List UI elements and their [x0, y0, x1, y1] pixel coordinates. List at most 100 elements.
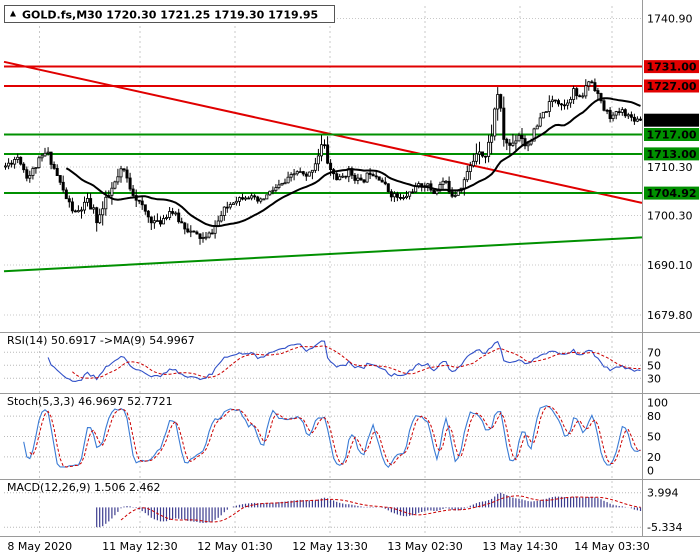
candle-bear: [240, 197, 244, 200]
candle-bull: [620, 109, 624, 113]
time-scale[interactable]: 8 May 2020 11 May 12:30 12 May 01:30 12 May…: [7, 540, 649, 553]
candle-bear: [192, 230, 196, 233]
candle-bear: [383, 181, 387, 185]
stoch-scale-label: 100: [647, 396, 668, 409]
candle-bull: [80, 209, 84, 212]
candle-bull: [201, 237, 205, 239]
candle-bear: [617, 111, 621, 113]
candle-bear: [25, 169, 29, 179]
candle-bear: [322, 144, 326, 147]
macd-scale-label: 3.994: [647, 487, 679, 500]
candle-bear: [602, 100, 606, 111]
candle-bear: [499, 94, 503, 109]
stoch-scale-label: 50: [647, 431, 661, 444]
candle-bull: [237, 197, 241, 202]
candle-bull: [338, 176, 342, 181]
candle-bull: [581, 95, 585, 98]
candle-bull: [113, 181, 117, 189]
candle-bear: [146, 210, 150, 218]
last-price-badge-text: 1719.95: [646, 114, 696, 127]
resistance-1727-badge-bg[interactable]: [644, 79, 699, 93]
candle-bull: [4, 165, 8, 168]
price-scale[interactable]: 1740.90 1710.30 1700.30 1690.10 1679.80 1731.…: [644, 13, 699, 535]
candle-bull: [37, 157, 41, 169]
candle-bull: [7, 162, 11, 167]
candle-bear: [450, 191, 454, 197]
candle-bear: [432, 189, 436, 194]
panel-dividers: [0, 0, 700, 537]
candle-bull: [161, 218, 165, 225]
candle-bull: [404, 195, 408, 199]
resistance-1727-badge[interactable]: 1727.00: [644, 79, 699, 94]
candle-bear: [19, 156, 23, 165]
stoch-scale-label: 20: [647, 451, 661, 464]
candle-bull: [462, 179, 466, 189]
candle-bear: [374, 175, 378, 178]
candle-bear: [256, 196, 260, 202]
time-label: 13 May 14:30: [482, 540, 557, 553]
grid-layer: [4, 6, 642, 536]
candle-bull: [365, 172, 369, 183]
candle-bull: [86, 198, 90, 203]
support-1717-badge-bg[interactable]: [644, 128, 699, 141]
support-1704-badge-bg[interactable]: [644, 186, 699, 200]
macd-signal-line: [120, 495, 641, 523]
candle-bull: [444, 180, 448, 183]
last-price-badge: 1719.95: [644, 113, 699, 127]
candle-bear: [639, 118, 643, 121]
support-1713-badge[interactable]: 1713.00: [644, 147, 699, 161]
candle-bull: [46, 151, 50, 154]
candle-bear: [563, 104, 567, 107]
candle-bull: [104, 196, 108, 210]
candle-bull: [292, 173, 296, 176]
candle-bull: [28, 175, 32, 179]
support-1704-badge[interactable]: 1704.92: [644, 186, 699, 201]
ascending-trendline[interactable]: [3, 236, 643, 273]
candle-bull: [493, 108, 497, 137]
stoch-label: Stoch(5,3,3) 46.9697 52.7721: [7, 395, 173, 408]
resistance-1727-badge-text: 1727.00: [646, 80, 696, 93]
time-label: 13 May 02:30: [387, 540, 462, 553]
stoch-scale-label: 0: [647, 465, 654, 478]
candle-bull: [189, 230, 193, 233]
candle-bull: [313, 163, 317, 171]
candle-bear: [411, 191, 415, 194]
candle-bear: [61, 181, 65, 191]
candle-bull: [468, 165, 472, 172]
candle-bull: [456, 190, 460, 196]
candle-bull: [547, 101, 551, 112]
candle-bull: [566, 102, 570, 106]
candle-bear: [593, 82, 597, 91]
resistance-1731-badge-bg[interactable]: [644, 60, 699, 74]
rsi-scale-label: 30: [647, 372, 661, 385]
candle-bear: [362, 179, 366, 183]
time-label: 14 May 03:30: [574, 540, 649, 553]
resistance-1731-badge[interactable]: 1731.00: [644, 60, 699, 74]
candle-bull: [168, 211, 172, 218]
candle-bear: [55, 167, 59, 176]
rsi-panel: [4, 340, 642, 382]
candle-bull: [626, 114, 630, 117]
candle-bear: [131, 188, 135, 196]
candle-bull: [250, 195, 254, 199]
candle-bear: [578, 95, 582, 98]
candle-bear: [10, 162, 14, 165]
price-tick-label: 1740.90: [647, 13, 693, 26]
support-1717-badge[interactable]: 1717.00: [644, 128, 699, 142]
candle-bear: [398, 196, 402, 199]
candle-bull: [307, 171, 311, 177]
candle-bear: [599, 93, 603, 102]
support-1713-badge-bg[interactable]: [644, 147, 699, 161]
macd-scale-label: -5.334: [647, 521, 682, 534]
candle-bear: [22, 163, 26, 171]
candle-bear: [353, 174, 357, 181]
price-tick-label: 1690.10: [647, 259, 693, 272]
candle-bull: [414, 185, 418, 193]
candle-bear: [122, 168, 126, 171]
candle-bull: [471, 160, 475, 167]
candle-bull: [532, 128, 536, 142]
macd-panel: [4, 492, 642, 528]
candle-bear: [210, 232, 214, 235]
